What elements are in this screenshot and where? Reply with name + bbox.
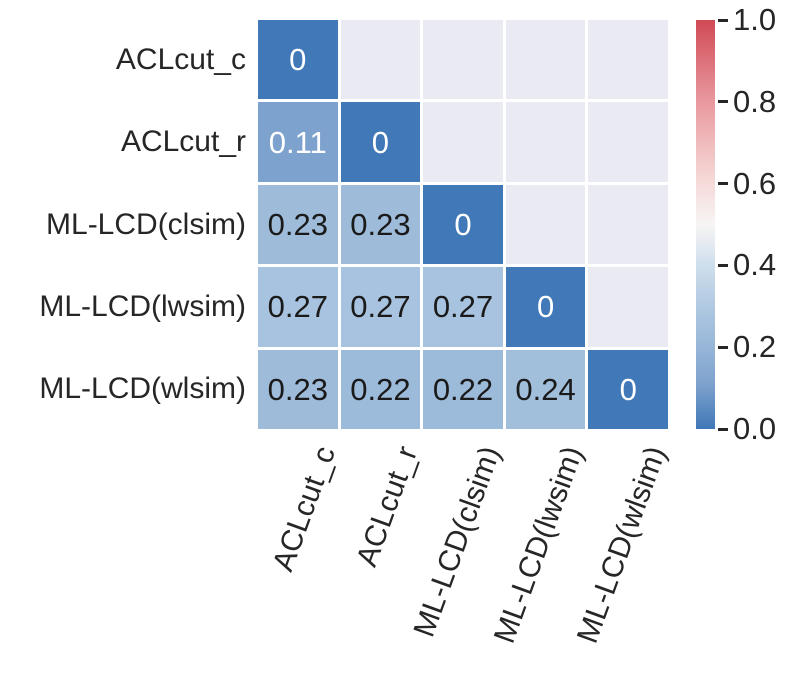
colorbar-tick-label: 0.6 xyxy=(733,165,777,201)
masked-cell xyxy=(588,20,668,100)
heatmap-cell: 0.24 xyxy=(505,349,586,429)
col-label: ACLcut_c xyxy=(266,442,342,576)
row-label: ACLcut_r xyxy=(120,125,246,159)
heatmap-cell: 0.23 xyxy=(258,349,338,429)
colorbar-tick xyxy=(718,18,728,22)
heatmap-cell: 0.27 xyxy=(258,267,338,347)
colorbar-tick xyxy=(718,345,728,349)
heatmap-cell: 0 xyxy=(505,267,586,347)
heatmap-cell: 0.23 xyxy=(340,184,421,265)
heatmap-cell: 0.22 xyxy=(340,349,421,429)
cell-value: 0.23 xyxy=(350,206,411,242)
masked-cell xyxy=(588,102,668,182)
cell-value: 0.27 xyxy=(267,289,328,325)
masked-cell xyxy=(588,184,668,265)
heatmap-cell: 0 xyxy=(258,20,338,100)
cell-value: 0 xyxy=(289,42,307,78)
heatmap-cell: 0.27 xyxy=(423,267,503,347)
col-label: ACLcut_r xyxy=(350,442,425,571)
row-label: ACLcut_c xyxy=(115,42,246,76)
col-label: ML-LCD(lwsim) xyxy=(487,442,590,648)
masked-cell xyxy=(423,102,503,182)
cell-value: 0.27 xyxy=(432,289,494,325)
masked-cell xyxy=(423,20,503,100)
row-label: ML-LCD(clsim) xyxy=(46,207,246,241)
cell-value: 0.22 xyxy=(350,371,411,407)
row-label: ML-LCD(wlsim) xyxy=(39,372,246,406)
row-label: ML-LCD(lwsim) xyxy=(39,289,246,323)
col-label: ML-LCD(clsim) xyxy=(407,442,508,642)
colorbar-tick-label: 0.2 xyxy=(733,329,777,365)
colorbar-tick-label: 0.8 xyxy=(733,83,777,119)
heatmap-cell: 0 xyxy=(340,102,421,182)
cell-value: 0.23 xyxy=(267,371,328,407)
cell-value: 0 xyxy=(619,371,637,407)
cell-value: 0.11 xyxy=(268,124,327,160)
masked-cell xyxy=(505,20,586,100)
cell-value: 0.22 xyxy=(432,371,494,407)
cell-value: 0.24 xyxy=(515,371,576,407)
colorbar-tick-label: 1.0 xyxy=(733,2,777,37)
heatmap-cell: 0.27 xyxy=(340,267,421,347)
colorbar-tick xyxy=(718,100,728,104)
colorbar-tick xyxy=(718,427,728,431)
heatmap-cell: 0.23 xyxy=(258,184,338,265)
colorbar xyxy=(696,20,715,429)
masked-cell xyxy=(505,102,586,182)
heatmap-cell: 0.11 xyxy=(258,102,338,182)
cell-value: 0.27 xyxy=(350,289,411,325)
heatmap-cell: 0.22 xyxy=(423,349,503,429)
masked-cell xyxy=(340,20,421,100)
heatmap-grid: 0 0.11 0 0.23 0.23 0 0.27 0.27 0.27 0 0.23 0.22 0.22… xyxy=(258,20,668,429)
colorbar-tick-label: 0.4 xyxy=(733,247,777,283)
cell-value: 0 xyxy=(371,124,390,160)
col-label: ML-LCD(wlsim) xyxy=(570,442,673,648)
heatmap-cell: 0 xyxy=(588,349,668,429)
heatmap-cell: 0 xyxy=(423,184,503,265)
cell-value: 0 xyxy=(454,206,472,242)
colorbar-tick-label: 0.0 xyxy=(733,411,777,446)
masked-cell xyxy=(505,184,586,265)
colorbar-tick xyxy=(718,182,728,186)
cell-value: 0 xyxy=(536,289,555,325)
cell-value: 0.23 xyxy=(267,206,328,242)
colorbar-tick xyxy=(718,263,728,267)
masked-cell xyxy=(588,267,668,347)
